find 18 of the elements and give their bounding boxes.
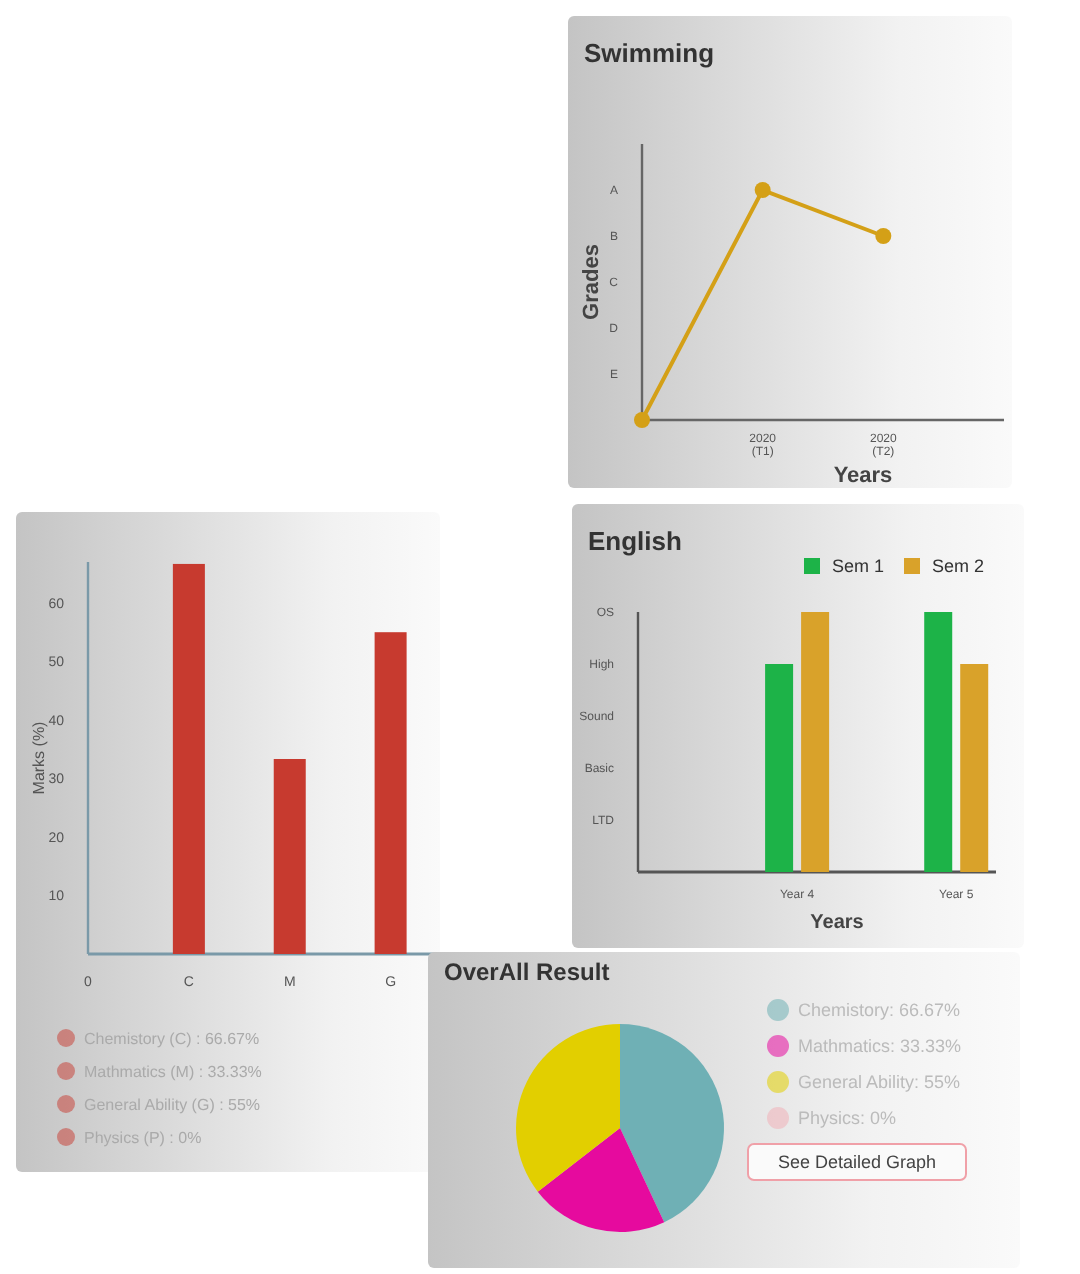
bar — [374, 632, 407, 954]
x-axis-title: Years — [810, 912, 865, 934]
pie-slice — [620, 1024, 724, 1223]
bar — [273, 758, 306, 954]
legend-label: Sem 2 — [932, 556, 985, 577]
pie-slice — [537, 1128, 665, 1232]
legend-label: Sem 1 — [832, 556, 885, 577]
y-axis-title: Grades — [580, 244, 604, 320]
button: See Detailed Graph — [747, 1143, 967, 1181]
legend-label: Chemistory: 66.67% — [798, 1000, 961, 1021]
y-axis-title: Marks (%) — [30, 720, 48, 795]
x-axis-title: Years — [833, 464, 893, 488]
chart-title: Swimming — [584, 38, 715, 68]
legend-label: Mathmatics: 33.33% — [798, 1036, 962, 1057]
chart-title: OverAll Result — [444, 958, 610, 986]
bar — [172, 563, 205, 954]
chart-title: English — [588, 526, 683, 556]
pie-slice — [516, 1024, 620, 1192]
